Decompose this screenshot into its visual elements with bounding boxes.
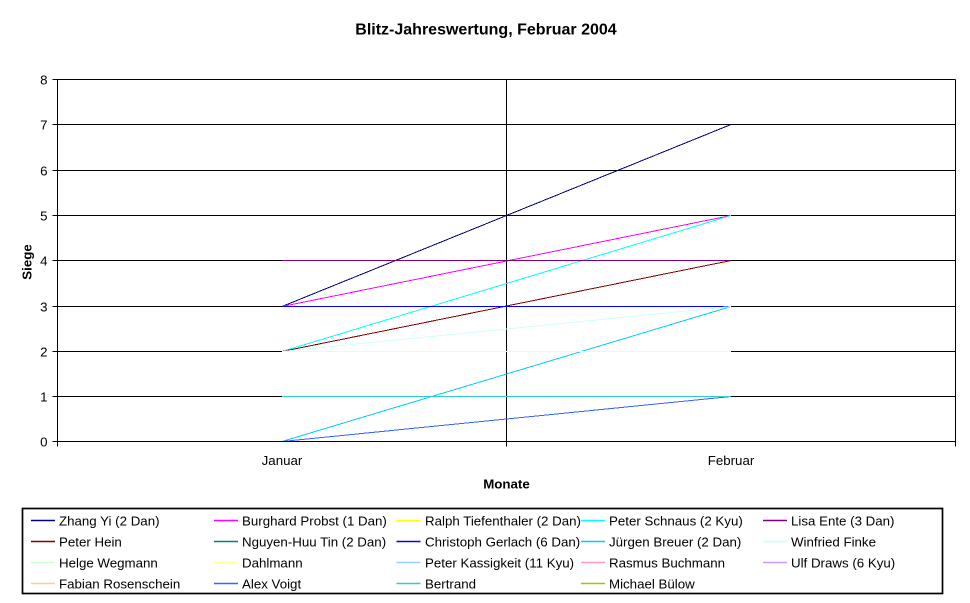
- svg-text:Rasmus Buchmann: Rasmus Buchmann: [609, 556, 725, 571]
- svg-text:4: 4: [40, 254, 47, 269]
- svg-text:Michael Bülow: Michael Bülow: [609, 577, 695, 592]
- svg-text:Jürgen Breuer (2 Dan): Jürgen Breuer (2 Dan): [609, 535, 741, 550]
- svg-text:Fabian Rosenschein: Fabian Rosenschein: [59, 577, 180, 592]
- svg-text:8: 8: [40, 73, 47, 88]
- svg-text:Bertrand: Bertrand: [425, 577, 476, 592]
- svg-text:Dahlmann: Dahlmann: [242, 556, 303, 571]
- svg-text:Siege: Siege: [20, 244, 35, 279]
- svg-text:6: 6: [40, 164, 47, 179]
- svg-text:Christoph Gerlach (6 Dan): Christoph Gerlach (6 Dan): [425, 535, 580, 550]
- svg-text:Ulf Draws (6 Kyu): Ulf Draws (6 Kyu): [791, 556, 895, 571]
- svg-text:Alex Voigt: Alex Voigt: [242, 577, 301, 592]
- svg-text:Winfried Finke: Winfried Finke: [791, 535, 876, 550]
- svg-text:1: 1: [40, 390, 47, 405]
- svg-text:Helge Wegmann: Helge Wegmann: [59, 556, 158, 571]
- svg-text:Blitz-Jahreswertung, Februar 2: Blitz-Jahreswertung, Februar 2004: [355, 22, 617, 39]
- svg-text:3: 3: [40, 300, 47, 315]
- svg-text:Peter Schnaus (2 Kyu): Peter Schnaus (2 Kyu): [609, 514, 743, 529]
- svg-text:Zhang Yi (2 Dan): Zhang Yi (2 Dan): [59, 514, 160, 529]
- svg-text:Peter Kassigkeit (11 Kyu): Peter Kassigkeit (11 Kyu): [425, 556, 574, 571]
- svg-text:Ralph Tiefenthaler (2 Dan): Ralph Tiefenthaler (2 Dan): [425, 514, 581, 529]
- svg-text:Nguyen-Huu Tin (2 Dan): Nguyen-Huu Tin (2 Dan): [242, 535, 386, 550]
- svg-text:2: 2: [40, 345, 47, 360]
- svg-text:Februar: Februar: [708, 453, 755, 468]
- svg-text:0: 0: [40, 435, 47, 450]
- svg-text:Lisa Ente (3 Dan): Lisa Ente (3 Dan): [791, 514, 894, 529]
- svg-text:7: 7: [40, 118, 47, 133]
- svg-text:Burghard Probst (1 Dan): Burghard Probst (1 Dan): [242, 514, 387, 529]
- svg-text:Monate: Monate: [483, 477, 530, 492]
- svg-text:Januar: Januar: [262, 453, 303, 468]
- svg-text:Peter Hein: Peter Hein: [59, 535, 122, 550]
- svg-text:5: 5: [40, 209, 47, 224]
